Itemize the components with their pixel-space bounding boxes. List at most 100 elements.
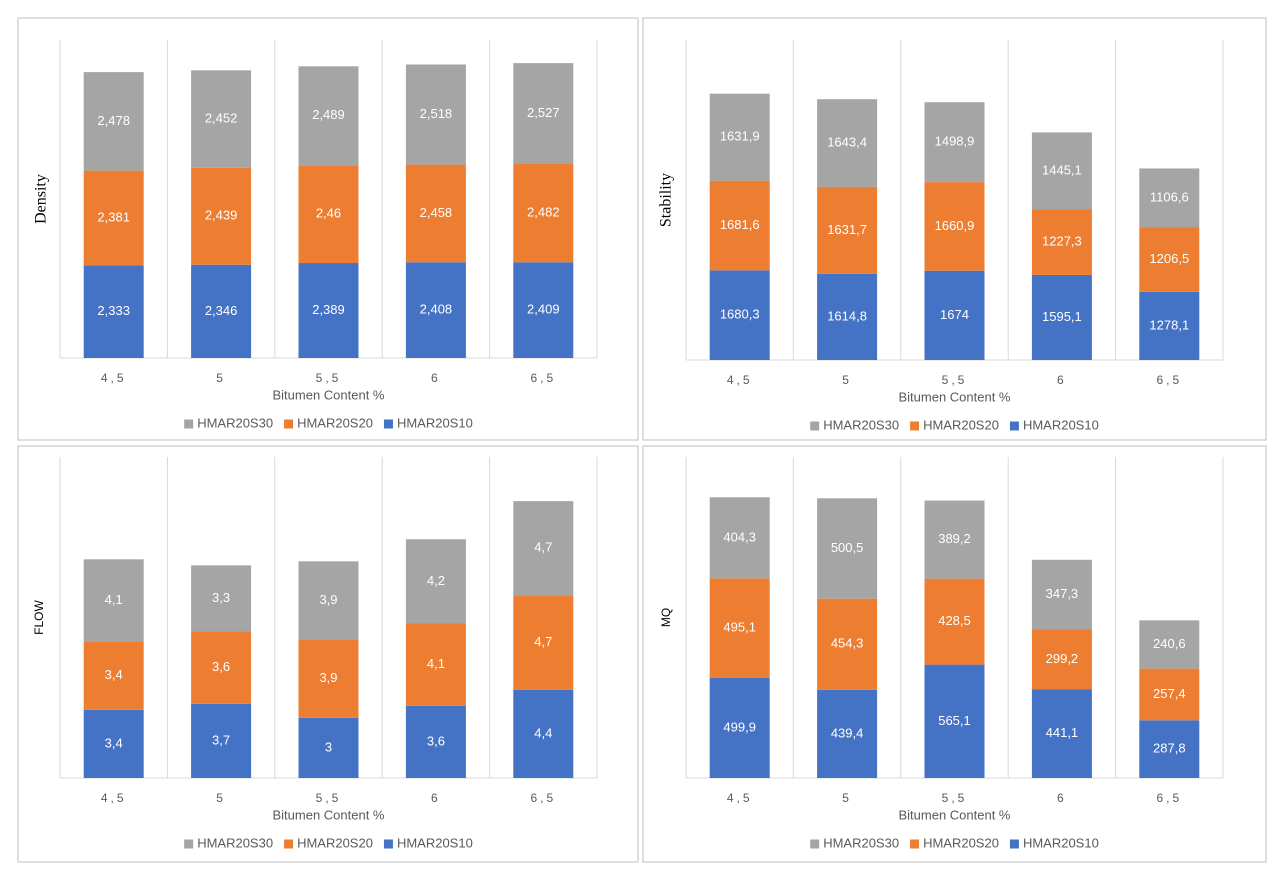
data-label: 2,389 xyxy=(312,302,345,317)
x-tick-label: 6,5 xyxy=(530,371,556,385)
bar-segment xyxy=(513,501,574,596)
data-label: 2,527 xyxy=(527,105,560,120)
bar-segment xyxy=(924,270,985,360)
data-label: 2,333 xyxy=(97,303,130,318)
data-label: 3,7 xyxy=(212,732,230,747)
data-label: 3,4 xyxy=(105,735,123,750)
bar-segment xyxy=(191,70,252,168)
bar-segment xyxy=(298,717,359,778)
bar-segment xyxy=(1139,291,1200,360)
data-label: 2,408 xyxy=(420,302,453,317)
data-label: 1445,1 xyxy=(1042,162,1082,177)
data-label: 299,2 xyxy=(1046,651,1079,666)
bar-segment xyxy=(83,559,144,642)
legend-label: HMAR20S10 xyxy=(397,835,473,850)
bar-segment xyxy=(709,180,770,271)
bar-segment xyxy=(298,639,359,718)
bar-segment xyxy=(817,498,878,599)
y-axis-label: MQ xyxy=(659,608,673,627)
x-tick-label: 4,5 xyxy=(101,791,127,805)
bar-segment xyxy=(298,165,359,264)
legend-swatch xyxy=(284,419,294,429)
bar-segment xyxy=(191,264,252,358)
data-label: 1643,4 xyxy=(827,134,867,149)
x-axis-label: Bitumen Content % xyxy=(272,387,384,402)
data-label: 3,4 xyxy=(105,667,123,682)
x-tick-label: 5 xyxy=(842,373,852,387)
bar-segment xyxy=(191,167,252,265)
bar-segment xyxy=(817,186,878,274)
chart-panel: Density 2,333 2,381 2,478 4,5 2,346 2,439 2,452… xyxy=(17,17,639,441)
bar-segment xyxy=(83,641,144,710)
data-label: 4,4 xyxy=(534,725,552,740)
data-label: 428,5 xyxy=(938,613,971,628)
legend-label: HMAR20S20 xyxy=(297,835,373,850)
bar-segment xyxy=(405,164,466,263)
data-label: 1660,9 xyxy=(935,218,975,233)
legend-swatch xyxy=(810,839,820,849)
bar-segment xyxy=(817,99,878,187)
data-label: 500,5 xyxy=(831,540,864,555)
chart-panel: MQ 499,9 495,1 404,3 4,5 439,4 454,3 500,5 5 565,… xyxy=(642,445,1267,863)
bar-segment xyxy=(83,72,144,171)
bar-segment xyxy=(513,262,574,358)
bar-segment xyxy=(1031,132,1092,210)
data-label: 1595,1 xyxy=(1042,309,1082,324)
x-tick-label: 5 xyxy=(216,371,226,385)
bar-segment xyxy=(191,703,252,778)
bar-segment xyxy=(298,561,359,640)
data-label: 2,489 xyxy=(312,107,345,122)
bar-segment xyxy=(1031,689,1092,778)
bar-segment xyxy=(1031,209,1092,275)
data-label: 1106,6 xyxy=(1150,189,1189,204)
legend-label: HMAR20S20 xyxy=(923,835,999,850)
x-tick-label: 4,5 xyxy=(727,373,753,387)
bar-segment xyxy=(709,677,770,778)
legend: HMAR20S30 HMAR20S20 HMAR20S10 xyxy=(810,835,1099,850)
bar-segment xyxy=(817,689,878,778)
data-label: 1681,6 xyxy=(720,217,760,232)
legend-swatch xyxy=(1009,421,1019,431)
bar-segment xyxy=(1139,720,1200,778)
data-label: 3,3 xyxy=(212,590,230,605)
bar-segment xyxy=(924,102,985,183)
x-axis-label: Bitumen Content % xyxy=(898,389,1010,404)
legend: HMAR20S30 HMAR20S20 HMAR20S10 xyxy=(810,417,1099,432)
legend-label: HMAR20S30 xyxy=(197,835,273,850)
x-tick-label: 6 xyxy=(431,791,441,805)
x-tick-label: 6,5 xyxy=(530,791,556,805)
bar-segment xyxy=(1031,629,1092,690)
data-label: 565,1 xyxy=(938,713,971,728)
legend: HMAR20S30 HMAR20S20 HMAR20S10 xyxy=(184,415,473,430)
data-label: 454,3 xyxy=(831,636,864,651)
data-label: 2,458 xyxy=(420,205,453,220)
bar-segment xyxy=(1139,168,1200,228)
bar-segment xyxy=(298,66,359,166)
data-label: 2,482 xyxy=(527,204,560,219)
legend-label: HMAR20S10 xyxy=(1023,417,1099,432)
legend-swatch xyxy=(383,419,393,429)
bar-segment xyxy=(924,500,985,579)
data-label: 1498,9 xyxy=(935,134,975,149)
data-label: 2,452 xyxy=(205,111,238,126)
bar-segment xyxy=(513,595,574,690)
legend-swatch xyxy=(184,419,194,429)
x-tick-label: 6,5 xyxy=(1156,791,1182,805)
x-tick-label: 5,5 xyxy=(942,791,968,805)
bar-segment xyxy=(924,578,985,665)
data-label: 1227,3 xyxy=(1042,234,1082,249)
data-label: 257,4 xyxy=(1153,686,1186,701)
legend: HMAR20S30 HMAR20S20 HMAR20S10 xyxy=(184,835,473,850)
data-label: 4,7 xyxy=(534,540,552,555)
data-label: 2,439 xyxy=(205,208,238,223)
bar-segment xyxy=(191,631,252,704)
legend-swatch xyxy=(284,839,294,849)
x-tick-label: 6 xyxy=(1057,373,1067,387)
x-tick-label: 4,5 xyxy=(727,791,753,805)
x-axis-label: Bitumen Content % xyxy=(898,807,1010,822)
data-label: 3,6 xyxy=(212,659,230,674)
legend-label: HMAR20S30 xyxy=(823,835,899,850)
data-label: 347,3 xyxy=(1046,586,1079,601)
data-label: 4,2 xyxy=(427,573,445,588)
